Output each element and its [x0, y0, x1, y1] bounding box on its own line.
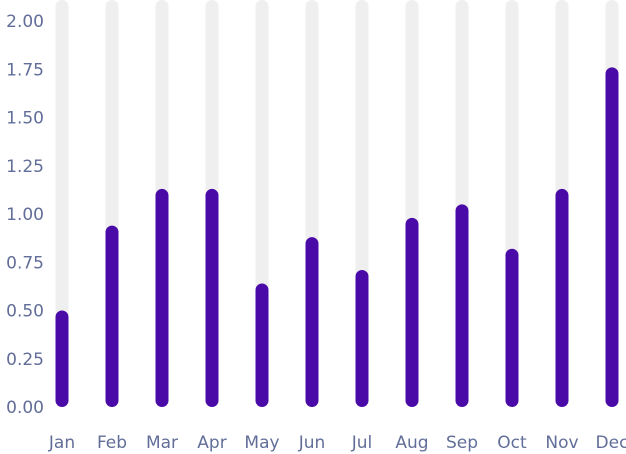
bar-sep[interactable]	[455, 204, 469, 407]
bar-feb[interactable]	[105, 225, 119, 407]
x-tick-label: Aug	[395, 433, 428, 453]
bar-oct[interactable]	[505, 248, 519, 407]
x-tick-label: Jul	[351, 433, 373, 453]
y-tick-label: 0.25	[6, 350, 44, 370]
y-tick-label: 1.25	[6, 157, 44, 177]
bar-mar[interactable]	[155, 188, 169, 407]
x-axis: Jan Feb Mar Apr May Jun Jul Aug Sep Oct Nov Dec	[48, 433, 626, 453]
y-tick-label: 1.75	[6, 60, 44, 80]
bar-nov[interactable]	[555, 188, 569, 407]
bar-jan[interactable]	[55, 310, 69, 408]
x-tick-label: Feb	[97, 433, 127, 453]
bar-aug[interactable]	[405, 217, 419, 407]
bar-may[interactable]	[255, 283, 269, 407]
x-tick-label: Mar	[146, 433, 178, 453]
bars	[55, 67, 619, 408]
x-tick-label: Apr	[197, 433, 226, 453]
x-tick-label: May	[244, 433, 279, 453]
y-tick-label: 1.50	[6, 109, 44, 129]
y-tick-label: 0.00	[6, 398, 44, 418]
x-tick-label: Jun	[298, 433, 326, 453]
bar-apr[interactable]	[205, 188, 219, 407]
x-tick-label: Sep	[446, 433, 478, 453]
bar-dec[interactable]	[605, 67, 619, 407]
bar-jul[interactable]	[355, 269, 369, 407]
y-tick-label: 0.50	[6, 302, 44, 322]
bar-jun[interactable]	[305, 237, 319, 407]
x-tick-label: Nov	[545, 433, 578, 453]
x-tick-label: Dec	[596, 433, 626, 453]
y-tick-label: 0.75	[6, 253, 44, 273]
y-tick-label: 1.00	[6, 205, 44, 225]
bar-track	[55, 0, 69, 407]
y-tick-label: 2.00	[6, 12, 44, 32]
x-tick-label: Oct	[497, 433, 527, 453]
y-axis: 0.00 0.25 0.50 0.75 1.00 1.25 1.50 1.75 2.00	[6, 12, 44, 418]
x-tick-label: Jan	[48, 433, 75, 453]
bar-tracks	[55, 0, 619, 407]
